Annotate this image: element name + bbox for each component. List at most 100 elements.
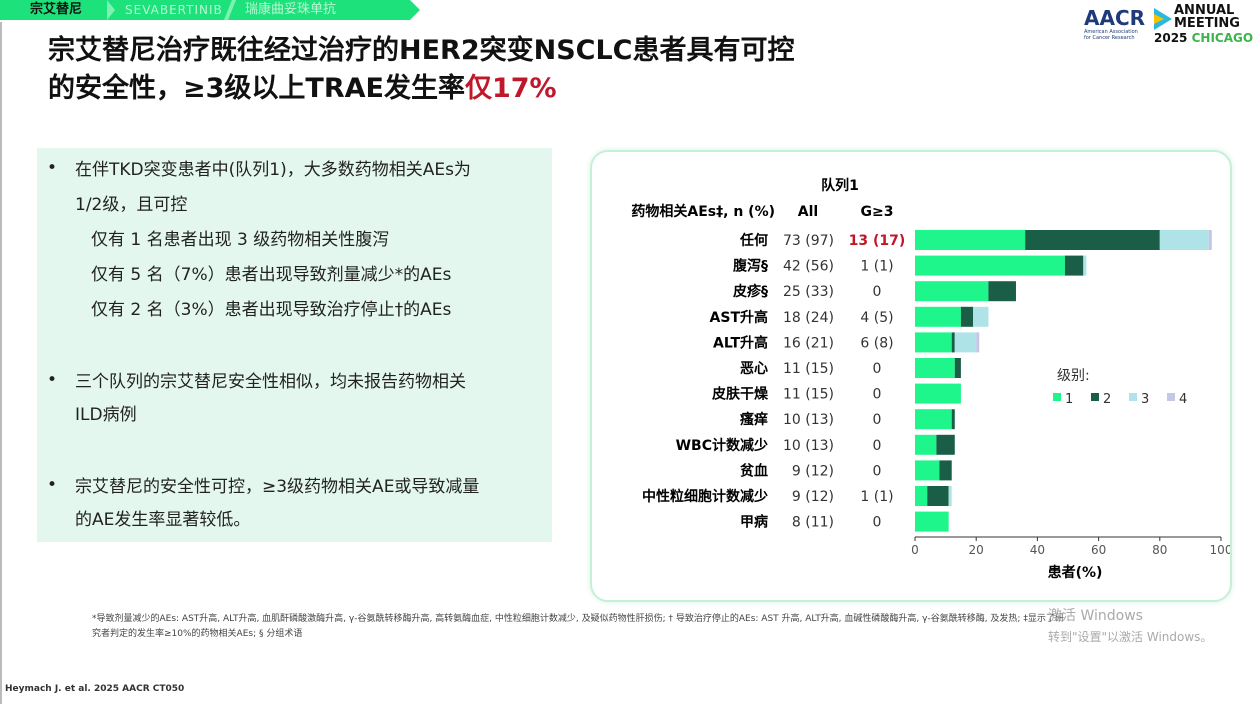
chart-title: 队列1 [821,177,859,194]
legend-swatch-4 [1167,393,1175,401]
x-tick-label: 20 [969,543,984,557]
row-g3-value: 1 (1) [860,489,893,505]
bar-segment-grade-4 [1208,230,1212,250]
x-tick-label: 60 [1091,543,1106,557]
chart-panel: 队列1 药物相关AEs‡, n (%) All G≥3 任何 73 (97) 13 (17)… [590,150,1232,602]
row-label: AST升高 [710,309,768,326]
col-header-g3: G≥3 [861,204,894,220]
bar-segment-grade-3 [1083,255,1087,276]
bullet-2-line2: ILD病例 [75,405,137,425]
row-g3-value: 4 (5) [860,310,893,326]
left-edge-line [0,22,2,704]
col-header-label: 药物相关AEs‡, n (%) [631,203,775,220]
windows-activation-title: 激活 Windows [1048,608,1143,624]
bullet-3-line2: 的AE发生率显著较低。 [75,510,251,530]
logo-mark-icon [1154,8,1172,30]
bar-segment-grade-2 [988,281,1016,302]
legend-label-4: 4 [1179,392,1187,407]
x-axis-label: 患者(%) [1048,564,1103,581]
bullet-2-line1: 三个队列的宗艾替尼安全性相似，均未报告药物相关 [75,372,466,392]
title-line-1: 宗艾替尼治疗既往经过治疗的HER2突变NSCLC患者具有可控 [48,35,795,66]
row-g3-value: 0 [873,284,882,300]
row-label: 腹泻§ [733,258,768,275]
bar-segment-grade-4 [976,332,980,353]
bar-segment-grade-2 [939,460,952,481]
bullet-1: 在伴TKD突变患者中(队列1)，大多数药物相关AEs为 1/2级，且可控 仅有 … [75,158,471,333]
legend-title: 级别: [1057,368,1090,384]
bar-segment-grade-2 [927,486,949,506]
row-g3-value: 13 (17) [849,233,906,249]
col-header-all: All [798,204,818,220]
windows-activation-text: 转到"设置"以激活 Windows。 [1048,630,1213,644]
bar-segment-grade-1 [915,511,949,532]
x-tick-label: 80 [1152,543,1167,557]
banner-other-drug: 瑞康曲妥珠单抗 [245,2,337,17]
bar-segment-grade-2 [1025,230,1160,250]
bar-segment-grade-1 [915,460,940,481]
row-label: 中性粒细胞计数减少 [642,488,768,505]
sub-point-2: 仅有 5 名（7%）患者出现导致剂量减少*的AEs [91,265,452,285]
footnote-line1: *导致剂量减少的AEs: AST升高, ALT升高, 血肌酐磷酸激酶升高, γ-… [92,614,1064,624]
row-label: 任何 [739,232,768,249]
logo-annual: ANNUAL [1174,3,1235,18]
title-line-2: 的安全性，≥3级以上TRAE发生率仅17% [48,70,795,108]
row-all-value: 10 (13) [783,412,834,428]
bar-segment-grade-1 [915,255,1065,276]
citation: Heymach J. et al. 2025 AACR CT050 [5,684,185,694]
row-g3-value: 0 [873,515,882,531]
bar-segment-grade-3 [1159,230,1209,250]
banner-drug-cn: 宗艾替尼 [30,2,83,17]
legend-swatch-2 [1091,393,1099,401]
row-label: 瘙痒 [739,411,768,428]
row-label: WBC计数减少 [676,437,768,454]
bar-segment-grade-3 [954,332,977,353]
bullet-1-line1: 在伴TKD突变患者中(队列1)，大多数药物相关AEs为 [75,160,471,180]
row-all-value: 11 (15) [783,387,834,403]
row-all-value: 10 (13) [783,438,834,454]
row-all-value: 18 (24) [783,310,834,326]
row-all-value: 16 (21) [783,335,834,351]
bar-segment-grade-1 [915,486,928,506]
bar-segment-grade-1 [915,383,961,404]
bar-segment-grade-2 [954,358,961,378]
top-banner: 宗艾替尼 Sevabertinib 瑞康曲妥珠单抗 [0,0,420,22]
footnote: *导致剂量减少的AEs: AST升高, ALT升高, 血肌酐磷酸激酶升高, γ-… [92,612,1222,642]
bar-segment-grade-2 [951,332,955,353]
bullet-dot: • [47,158,58,178]
row-g3-value: 0 [873,387,882,403]
row-label: 皮疹§ [732,283,768,300]
bullet-2: 三个队列的宗艾替尼安全性相似，均未报告药物相关 ILD病例 [75,370,466,427]
bar-segment-grade-3 [973,306,989,327]
row-all-value: 73 (97) [783,233,834,249]
logo-city: CHICAGO [1191,31,1254,45]
row-g3-value: 0 [873,438,882,454]
key-points-box: • 在伴TKD突变患者中(队列1)，大多数药物相关AEs为 1/2级，且可控 仅… [37,148,552,542]
bar-segment-grade-2 [1064,255,1084,276]
bar-segment-grade-1 [915,434,937,455]
title-line-2-text: 的安全性，≥3级以上TRAE发生率 [48,73,465,104]
legend-label-1: 1 [1065,392,1073,407]
bar-segment-grade-2 [936,434,955,455]
ae-stacked-bar-chart: 队列1 药物相关AEs‡, n (%) All G≥3 任何 73 (97) 13 (17)… [631,177,1230,581]
footnote-line2: 究者判定的发生率≥10%的药物相关AEs; § 分组术语 [92,629,303,639]
row-all-value: 8 (11) [792,515,834,531]
row-label: 甲病 [740,514,768,531]
title-highlight: 仅17% [464,73,557,104]
row-label: ALT升高 [713,334,768,351]
logo-aacr: AACR [1084,6,1146,30]
bullet-3-line1: 宗艾替尼的安全性可控，≥3级药物相关AE或导致减量 [75,477,480,497]
aacr-logo: AACR American Association for Cancer Rese… [1082,4,1254,46]
row-g3-value: 1 (1) [860,259,893,275]
row-g3-value: 0 [873,412,882,428]
bar-segment-grade-1 [915,358,955,378]
logo-meeting: MEETING [1174,16,1240,31]
bullet-3: 宗艾替尼的安全性可控，≥3级药物相关AE或导致减量 的AE发生率显著较低。 [75,475,479,532]
x-tick-label: 40 [1030,543,1045,557]
row-all-value: 25 (33) [783,284,834,300]
bar-segment-grade-3 [948,486,952,506]
legend-label-3: 3 [1141,392,1149,407]
row-g3-value: 6 (8) [860,335,893,351]
bullet-dot: • [47,370,58,390]
row-label: 贫血 [740,462,768,479]
row-all-value: 42 (56) [783,259,834,275]
